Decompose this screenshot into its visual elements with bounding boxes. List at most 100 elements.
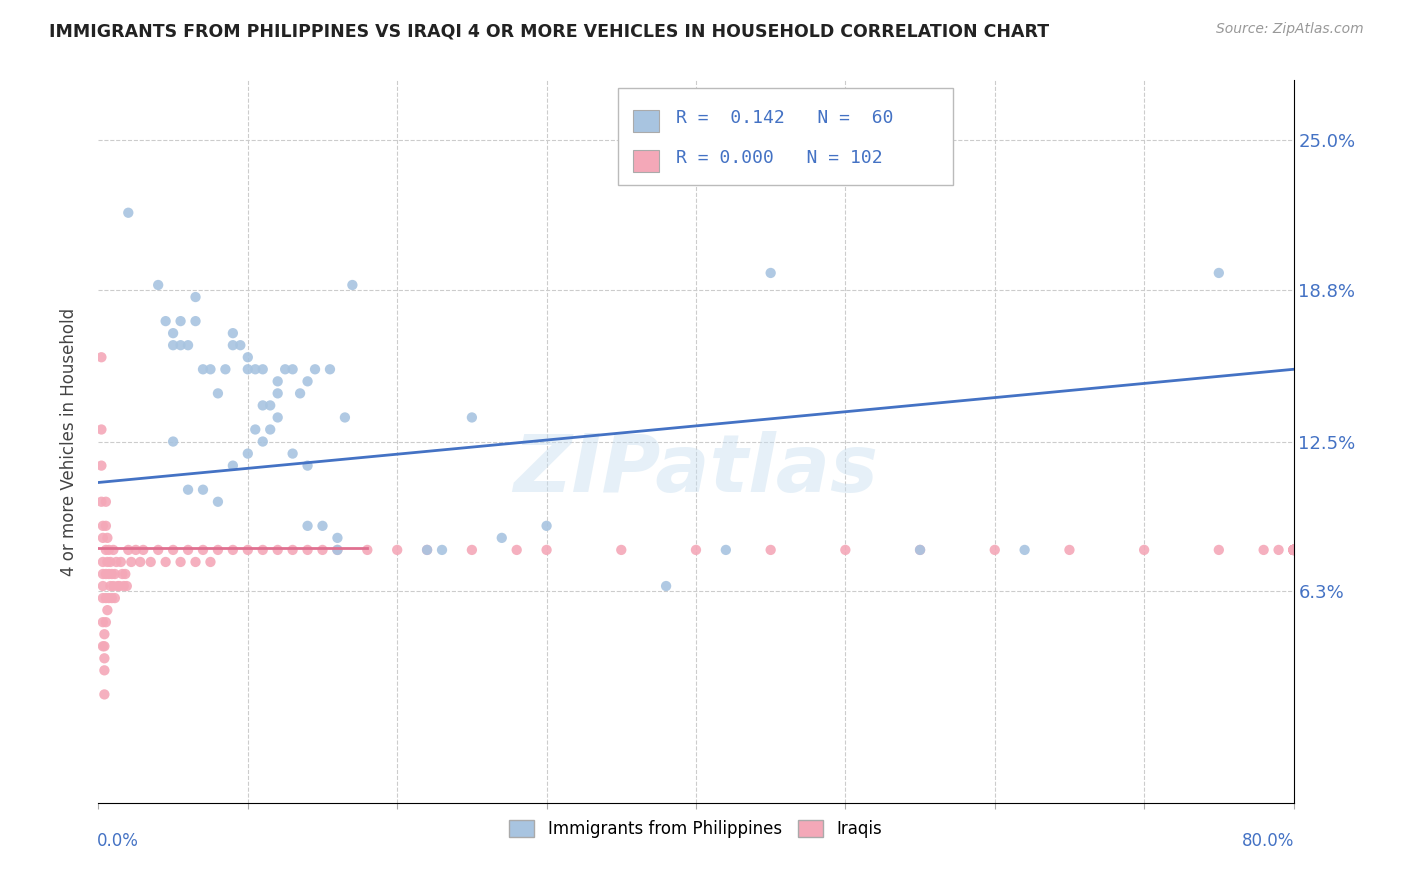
Point — [311, 542, 333, 557]
Point — [274, 362, 297, 376]
Point — [1282, 542, 1305, 557]
Point — [281, 362, 304, 376]
Point — [148, 278, 170, 293]
Point — [162, 434, 184, 449]
Point — [91, 615, 114, 630]
Point — [259, 398, 281, 412]
Point — [311, 519, 333, 533]
Point — [491, 531, 513, 545]
Point — [184, 314, 207, 328]
Point — [214, 362, 236, 376]
Point — [759, 266, 782, 280]
Point — [1282, 542, 1305, 557]
Point — [94, 615, 117, 630]
Point — [267, 410, 290, 425]
Point — [222, 338, 245, 352]
Point — [90, 350, 112, 364]
Point — [207, 542, 229, 557]
Point — [236, 542, 259, 557]
Point — [169, 314, 191, 328]
Point — [1282, 542, 1305, 557]
Point — [114, 567, 136, 582]
Point — [1282, 542, 1305, 557]
Point — [94, 567, 117, 582]
Text: IMMIGRANTS FROM PHILIPPINES VS IRAQI 4 OR MORE VEHICLES IN HOUSEHOLD CORRELATION: IMMIGRANTS FROM PHILIPPINES VS IRAQI 4 O… — [49, 22, 1049, 40]
Point — [93, 687, 115, 701]
Point — [90, 494, 112, 508]
Point — [1208, 266, 1230, 280]
Point — [461, 542, 484, 557]
Point — [93, 627, 115, 641]
Point — [236, 350, 259, 364]
Point — [416, 542, 439, 557]
Point — [252, 398, 274, 412]
Point — [267, 375, 290, 389]
Point — [139, 555, 162, 569]
Point — [177, 338, 200, 352]
Point — [759, 542, 782, 557]
Point — [97, 591, 120, 606]
Point — [1059, 542, 1081, 557]
Point — [908, 542, 931, 557]
Point — [93, 651, 115, 665]
Point — [94, 591, 117, 606]
Point — [252, 434, 274, 449]
Point — [229, 338, 252, 352]
Point — [1133, 542, 1156, 557]
Point — [184, 290, 207, 304]
Point — [245, 362, 267, 376]
Point — [104, 567, 127, 582]
Point — [125, 542, 148, 557]
Point — [207, 386, 229, 401]
Point — [416, 542, 439, 557]
Point — [200, 362, 222, 376]
Point — [191, 542, 214, 557]
Point — [430, 542, 453, 557]
Point — [297, 542, 319, 557]
Point — [169, 338, 191, 352]
Point — [385, 542, 409, 557]
Point — [342, 278, 364, 293]
Point — [281, 542, 304, 557]
Point — [1282, 542, 1305, 557]
Point — [252, 542, 274, 557]
Point — [93, 639, 115, 653]
Point — [91, 519, 114, 533]
Point — [94, 519, 117, 533]
Point — [1282, 542, 1305, 557]
Point — [319, 362, 342, 376]
Point — [103, 579, 125, 593]
Point — [112, 579, 135, 593]
Point — [115, 579, 138, 593]
Text: R = 0.000   N = 102: R = 0.000 N = 102 — [676, 149, 883, 167]
Point — [326, 531, 349, 545]
Point — [655, 579, 678, 593]
Bar — [633, 110, 659, 132]
Point — [191, 362, 214, 376]
Point — [267, 386, 290, 401]
Point — [288, 386, 311, 401]
Point — [281, 447, 304, 461]
Point — [101, 567, 124, 582]
Point — [333, 410, 356, 425]
Point — [120, 555, 142, 569]
Point — [162, 326, 184, 341]
Point — [108, 579, 131, 593]
Point — [110, 555, 132, 569]
Point — [117, 205, 139, 219]
Point — [148, 542, 170, 557]
Point — [297, 519, 319, 533]
Text: 80.0%: 80.0% — [1243, 831, 1295, 850]
Point — [1282, 542, 1305, 557]
Point — [297, 375, 319, 389]
Point — [98, 579, 122, 593]
Point — [91, 555, 114, 569]
Point — [222, 326, 245, 341]
Point — [93, 664, 115, 678]
Point — [1282, 542, 1305, 557]
Bar — [633, 150, 659, 172]
Point — [91, 591, 114, 606]
Point — [104, 591, 127, 606]
Point — [326, 542, 349, 557]
Point — [96, 555, 118, 569]
